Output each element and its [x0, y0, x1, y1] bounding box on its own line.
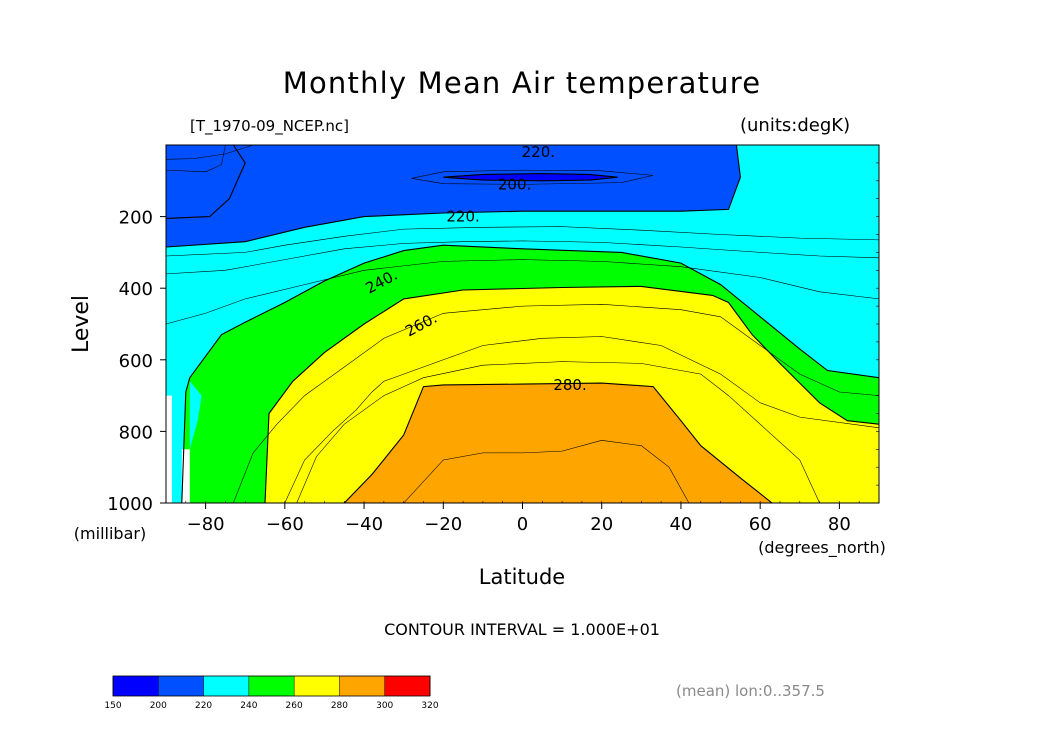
contour-line-major-10 — [264, 285, 879, 503]
colorbar-label: 240 — [240, 701, 257, 711]
x-axis-label: Latitude — [479, 565, 565, 589]
contour-line-major-8 — [181, 244, 879, 503]
contour-line-minor-9 — [166, 259, 879, 325]
x-tick-label: 80 — [828, 514, 851, 535]
x-tick-label: 20 — [590, 514, 613, 535]
missing-data-region — [166, 395, 190, 503]
axes: −80 −60 −40 −20 0 20 40 60 80 200 400 600 800 1000 — [107, 144, 880, 535]
x-tick-label: 0 — [517, 514, 528, 535]
x-tick-label: −40 — [345, 514, 383, 535]
colorbar-swatch — [384, 676, 431, 696]
colorbar-label: 220 — [195, 701, 212, 711]
x-tick-label: −20 — [424, 514, 462, 535]
mean-note: (mean) lon:0..357.5 — [676, 682, 825, 700]
contour-lines — [166, 145, 879, 503]
region-<200-2 — [443, 173, 618, 181]
colorbar: 150 200 220 240 260 280 300 320 — [104, 675, 439, 711]
y-tick-label: 800 — [119, 422, 153, 443]
colorbar-label: 280 — [331, 701, 348, 711]
contour-line-minor-14 — [403, 440, 690, 503]
contour-line-minor-7 — [166, 240, 879, 275]
colorbar-label: 300 — [376, 701, 393, 711]
contour-line-minor-6 — [166, 226, 879, 257]
contour-line-minor-11 — [233, 304, 879, 503]
contour-label-0: 220. — [522, 143, 555, 161]
colorbar-label: 320 — [421, 701, 438, 711]
x-tick-label: −60 — [266, 514, 304, 535]
region-280-300-5 — [344, 383, 772, 503]
units-label: (units:degK) — [740, 115, 851, 136]
y-tick-label: 400 — [119, 279, 153, 300]
filled-regions — [166, 145, 879, 503]
colorbar-swatch — [339, 676, 386, 696]
y-axis-units: (millibar) — [74, 524, 146, 543]
contour-label-1: 200. — [498, 175, 531, 193]
y-tick-label: 600 — [119, 351, 153, 372]
contour-line-major-1 — [166, 145, 246, 219]
x-tick-label: −80 — [187, 514, 225, 535]
y-tick-label: 200 — [119, 208, 153, 229]
x-tick-label: 60 — [749, 514, 772, 535]
contour-line-minor-12 — [284, 336, 879, 503]
x-tick-label: 40 — [669, 514, 692, 535]
contour-line-minor-15 — [296, 361, 820, 503]
contour-line-major-13 — [343, 382, 773, 503]
contour-line-major-5 — [166, 145, 741, 248]
colorbar-label: 150 — [104, 701, 121, 711]
contour-label-5: 280. — [553, 376, 586, 394]
contour-line-minor-3 — [166, 145, 254, 160]
y-axis-label: Level — [69, 295, 94, 353]
chart-title: Monthly Mean Air temperature — [282, 66, 762, 100]
dataset-label: [T_1970-09_NCEP.nc] — [190, 117, 349, 135]
contour-label-2: 220. — [446, 208, 479, 226]
contour-interval-note: CONTOUR INTERVAL = 1.000E+01 — [384, 620, 660, 639]
contour-line-major-0 — [443, 173, 618, 182]
contour-line-minor-2 — [411, 169, 654, 185]
colorbar-swatch — [158, 676, 205, 696]
colorbar-swatch — [248, 676, 295, 696]
colorbar-label: 260 — [286, 701, 303, 711]
colorbar-swatch — [113, 676, 159, 696]
colorbar-swatch — [294, 676, 340, 696]
colorbar-swatch — [203, 676, 250, 696]
contour-line-minor-4 — [166, 145, 226, 173]
colorbar-label: 200 — [150, 701, 167, 711]
contour-labels: 220.200.220.240.260.280. — [363, 143, 587, 394]
y-tick-label: 1000 — [107, 494, 153, 515]
x-axis-units: (degrees_north) — [758, 538, 886, 558]
